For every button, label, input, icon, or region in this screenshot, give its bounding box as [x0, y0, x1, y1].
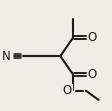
Text: N: N — [2, 50, 11, 63]
Text: O: O — [63, 84, 72, 97]
Text: O: O — [87, 68, 97, 81]
Text: O: O — [87, 31, 97, 44]
